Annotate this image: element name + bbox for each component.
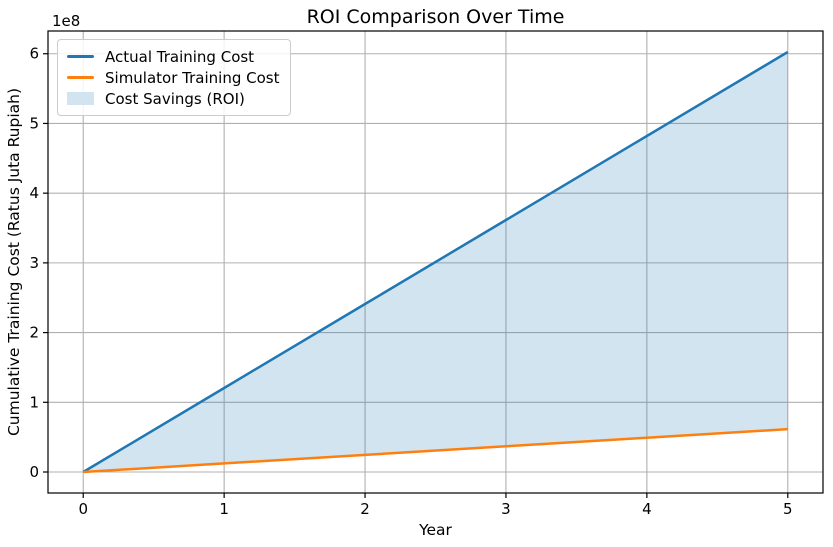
x-tick-label: 1 [219, 500, 229, 518]
cost-savings-area [83, 52, 788, 472]
series-line-layer [82, 50, 789, 474]
legend-item-cost-savings-roi: Cost Savings (ROI) [67, 88, 279, 109]
cost-savings-area-layer [83, 52, 788, 472]
x-tick-label: 3 [501, 500, 511, 518]
y-tick-label: 1 [29, 393, 39, 411]
legend-item-actual-training-cost: Actual Training Cost [67, 46, 279, 67]
y-tick-label: 2 [29, 324, 39, 342]
legend-line-swatch [67, 75, 94, 80]
legend-patch-swatch [67, 92, 94, 105]
legend-item-simulator-training-cost: Simulator Training Cost [67, 67, 279, 88]
y-axis-label: Cumulative Training Cost (Ratus Juta Rup… [5, 88, 23, 436]
x-tick-label: 5 [783, 500, 793, 518]
legend-label: Actual Training Cost [105, 47, 255, 66]
grid-layer [48, 31, 823, 493]
legend-label: Simulator Training Cost [105, 68, 280, 87]
x-axis-label: Year [418, 521, 452, 539]
legend: Actual Training Cost Simulator Training C… [57, 39, 292, 116]
y-tick-label: 5 [29, 114, 39, 132]
series-line-simulator-training-cost [83, 427, 788, 474]
legend-line-swatch [67, 54, 94, 59]
series-line-actual-training-cost [82, 50, 789, 474]
y-tick-label: 3 [29, 254, 39, 272]
y-tick-label: 4 [29, 184, 39, 202]
tick-layer: 0 1 2 3 4 5 0 1 2 3 4 5 6 [29, 45, 792, 518]
y-axis-offset-text: 1e8 [52, 12, 80, 30]
legend-label: Cost Savings (ROI) [105, 89, 245, 108]
y-tick-label: 6 [29, 45, 39, 63]
x-tick-label: 0 [78, 500, 88, 518]
x-tick-label: 2 [360, 500, 370, 518]
y-tick-label: 0 [29, 463, 39, 481]
chart-title: ROI Comparison Over Time [307, 6, 565, 28]
x-tick-label: 4 [642, 500, 652, 518]
axes-frame [47, 30, 824, 494]
